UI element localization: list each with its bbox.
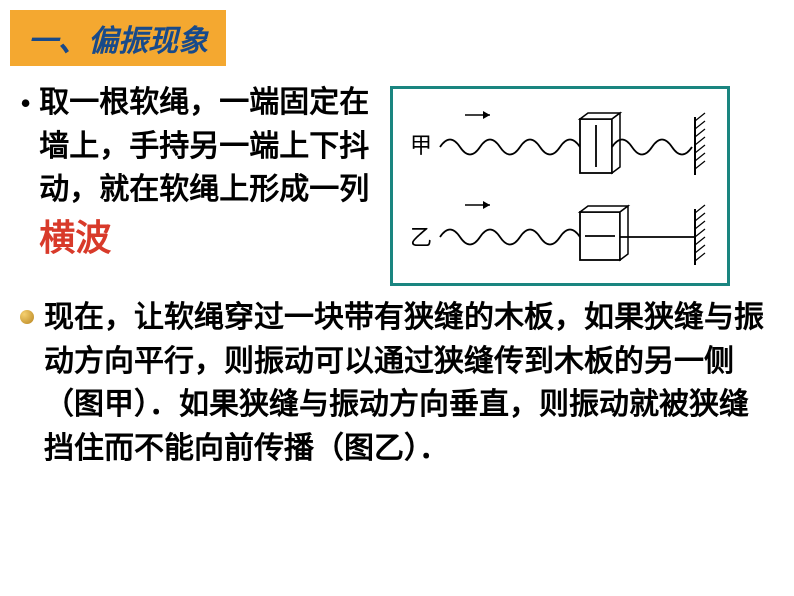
wave-top-left xyxy=(440,140,580,155)
wave-top-right xyxy=(612,140,692,155)
bullet2-dot-icon xyxy=(20,310,34,324)
wave-bottom-left xyxy=(440,230,580,245)
bullet1-text-before: 取一根软绳，一端固定在墙上，手持另一端上下抖动，就在软绳上形成一列 xyxy=(39,86,369,206)
bullet2: 现在，让软绳穿过一块带有狭缝的木板，如果狭缝与振动方向平行，则振动可以通过狭缝传… xyxy=(0,286,794,470)
wall-top xyxy=(695,113,705,175)
highlight-word: 横波 xyxy=(39,218,111,258)
bullet1-container: • 取一根软绳，一端固定在墙上，手持另一端上下抖动，就在软绳上形成一列横波 xyxy=(0,81,390,286)
slit-bottom xyxy=(580,206,628,260)
content-row: • 取一根软绳，一端固定在墙上，手持另一端上下抖动，就在软绳上形成一列横波 甲 xyxy=(0,81,794,286)
polarization-diagram: 甲 xyxy=(405,97,721,277)
figure-border: 甲 xyxy=(390,86,730,286)
label-bottom: 乙 xyxy=(410,225,432,250)
bullet-dot: • xyxy=(20,81,31,126)
arrow-top-head xyxy=(483,111,490,119)
header-title: 一、偏振现象 xyxy=(28,25,208,58)
bullet1: • 取一根软绳，一端固定在墙上，手持另一端上下抖动，就在软绳上形成一列横波 xyxy=(20,81,390,264)
wall-bottom xyxy=(695,205,705,265)
section-header: 一、偏振现象 xyxy=(10,10,226,66)
label-top: 甲 xyxy=(410,133,432,158)
bullet1-text: 取一根软绳，一端固定在墙上，手持另一端上下抖动，就在软绳上形成一列横波 xyxy=(39,81,390,264)
arrow-bottom-head xyxy=(483,201,490,209)
bullet2-text: 现在，让软绳穿过一块带有狭缝的木板，如果狭缝与振动方向平行，则振动可以通过狭缝传… xyxy=(44,296,764,470)
figure-container: 甲 xyxy=(390,81,794,286)
